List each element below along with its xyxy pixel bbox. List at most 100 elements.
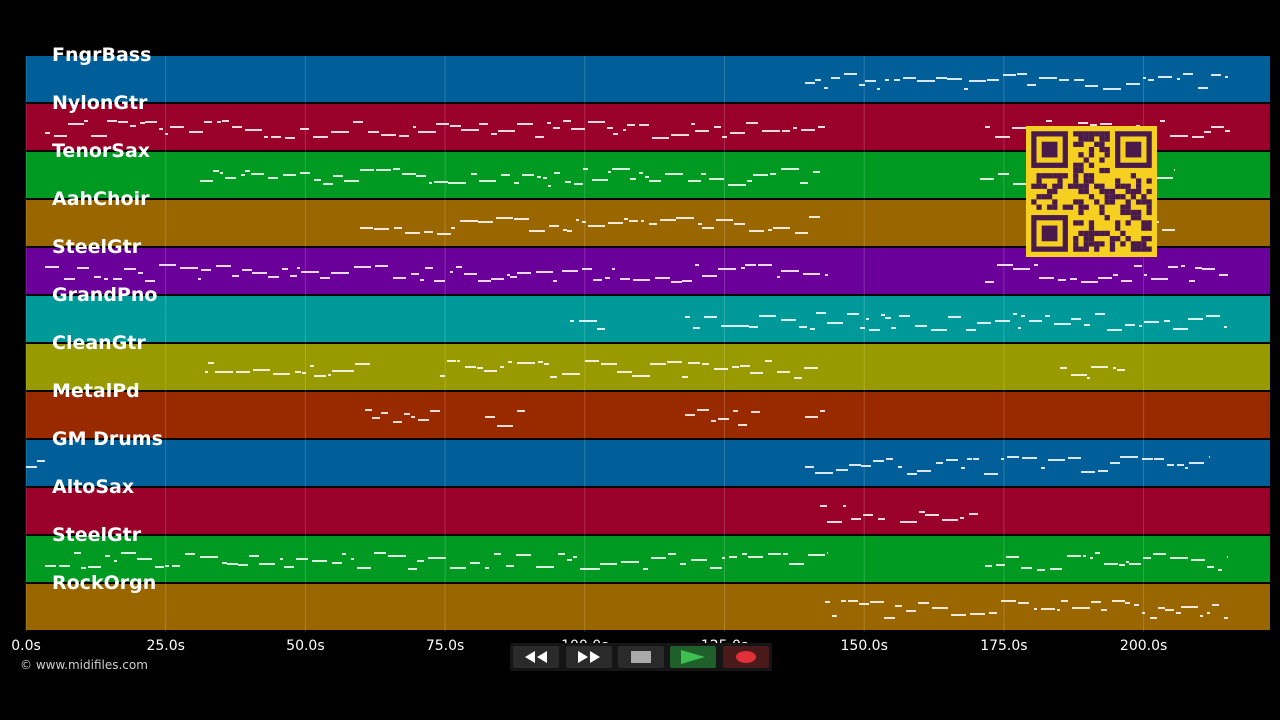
qr-module — [1041, 194, 1047, 200]
qr-module — [1052, 173, 1058, 179]
qr-module — [1078, 136, 1084, 142]
qr-module — [1094, 230, 1100, 237]
qr-module — [1088, 230, 1095, 237]
qr-module — [1120, 204, 1126, 210]
qr-module — [1099, 188, 1105, 195]
qr-module — [1094, 183, 1100, 189]
qr-module — [1099, 183, 1105, 189]
qr-module — [1125, 188, 1131, 195]
qr-module — [1073, 183, 1079, 189]
qr-module — [1073, 236, 1079, 242]
fast-forward-icon — [577, 651, 600, 663]
qr-module — [1083, 173, 1089, 179]
record-button[interactable] — [722, 646, 769, 668]
track-label: NylonGtr — [52, 92, 148, 114]
qr-module — [1057, 183, 1063, 189]
qr-module — [1109, 194, 1116, 200]
qr-module — [1109, 246, 1116, 252]
qr-module — [1141, 225, 1147, 231]
qr-module — [1136, 215, 1142, 221]
qr-module — [1088, 194, 1095, 200]
qr-module — [1073, 167, 1079, 174]
qr-module — [1104, 199, 1110, 205]
track-label: AltoSax — [52, 476, 135, 498]
qr-module — [1141, 246, 1147, 252]
track-lane[interactable] — [26, 248, 1270, 295]
qr-module — [1099, 241, 1105, 247]
qr-module — [1146, 199, 1152, 205]
track-lane[interactable] — [26, 440, 1270, 487]
rewind-icon — [525, 651, 548, 663]
transport-controls — [510, 643, 772, 671]
qr-module — [1104, 131, 1110, 137]
qr-module — [1078, 152, 1084, 158]
qr-module — [1104, 167, 1110, 174]
qr-module — [1130, 209, 1137, 216]
rewind-button[interactable] — [513, 646, 560, 668]
track-label: SteelGtr — [52, 524, 142, 546]
qr-module — [1146, 225, 1152, 231]
qr-module — [1078, 246, 1084, 252]
qr-module — [1130, 188, 1137, 195]
qr-module — [1099, 230, 1105, 237]
qr-module — [1078, 199, 1084, 205]
stop-icon — [630, 651, 651, 663]
qr-module — [1073, 141, 1079, 147]
qr-module — [1115, 178, 1121, 184]
qr-finder-center — [1041, 225, 1058, 242]
qr-module — [1099, 204, 1105, 210]
qr-module — [1094, 131, 1100, 137]
qr-module — [1136, 209, 1142, 216]
qr-module — [1141, 236, 1147, 242]
qr-module — [1136, 188, 1142, 195]
qr-module — [1109, 199, 1116, 205]
stop-button[interactable] — [617, 646, 664, 668]
qr-module — [1036, 204, 1042, 210]
qr-finder-center — [1125, 141, 1142, 158]
fast-forward-button[interactable] — [565, 646, 612, 668]
track-label: TenorSax — [52, 140, 151, 162]
qr-module — [1104, 194, 1110, 200]
qr-module — [1141, 220, 1147, 226]
qr-module — [1088, 136, 1095, 142]
qr-module — [1094, 241, 1100, 247]
track-lane[interactable] — [26, 584, 1270, 631]
qr-module — [1083, 188, 1089, 195]
qr-module — [1083, 241, 1089, 247]
qr-module — [1130, 194, 1137, 200]
qr-module — [1120, 209, 1126, 216]
qr-module — [1120, 194, 1126, 200]
qr-module — [1088, 236, 1095, 242]
qr-module — [1125, 204, 1131, 210]
qr-module — [1083, 204, 1089, 210]
track-lane[interactable] — [26, 296, 1270, 343]
qr-module — [1078, 204, 1084, 210]
qr-module — [1078, 167, 1084, 174]
qr-module — [1078, 131, 1084, 137]
track-lane[interactable] — [26, 392, 1270, 439]
qr-module — [1109, 236, 1116, 242]
track-lane[interactable] — [26, 536, 1270, 583]
qr-module — [1099, 131, 1105, 137]
qr-module — [1036, 183, 1042, 189]
qr-module — [1073, 131, 1079, 137]
qr-module — [1041, 183, 1047, 189]
qr-module — [1052, 188, 1058, 195]
time-tick-label: 150.0s — [840, 638, 888, 654]
qr-module — [1046, 204, 1053, 210]
qr-module — [1078, 230, 1084, 237]
qr-module — [1031, 199, 1037, 205]
qr-module — [1067, 183, 1074, 189]
track-lane[interactable] — [26, 344, 1270, 391]
qr-module — [1099, 136, 1105, 142]
time-tick-label: 50.0s — [286, 638, 325, 654]
copyright-notice: © www.midifiles.com — [20, 658, 148, 672]
play-button[interactable] — [670, 646, 717, 668]
time-tick-label: 200.0s — [1119, 638, 1168, 654]
qr-module — [1036, 173, 1042, 179]
track-label: FngrBass — [52, 44, 152, 66]
track-label: MetalPd — [52, 380, 140, 402]
track-lane[interactable] — [26, 56, 1270, 103]
track-lane[interactable] — [26, 488, 1270, 535]
qr-module — [1073, 241, 1079, 247]
